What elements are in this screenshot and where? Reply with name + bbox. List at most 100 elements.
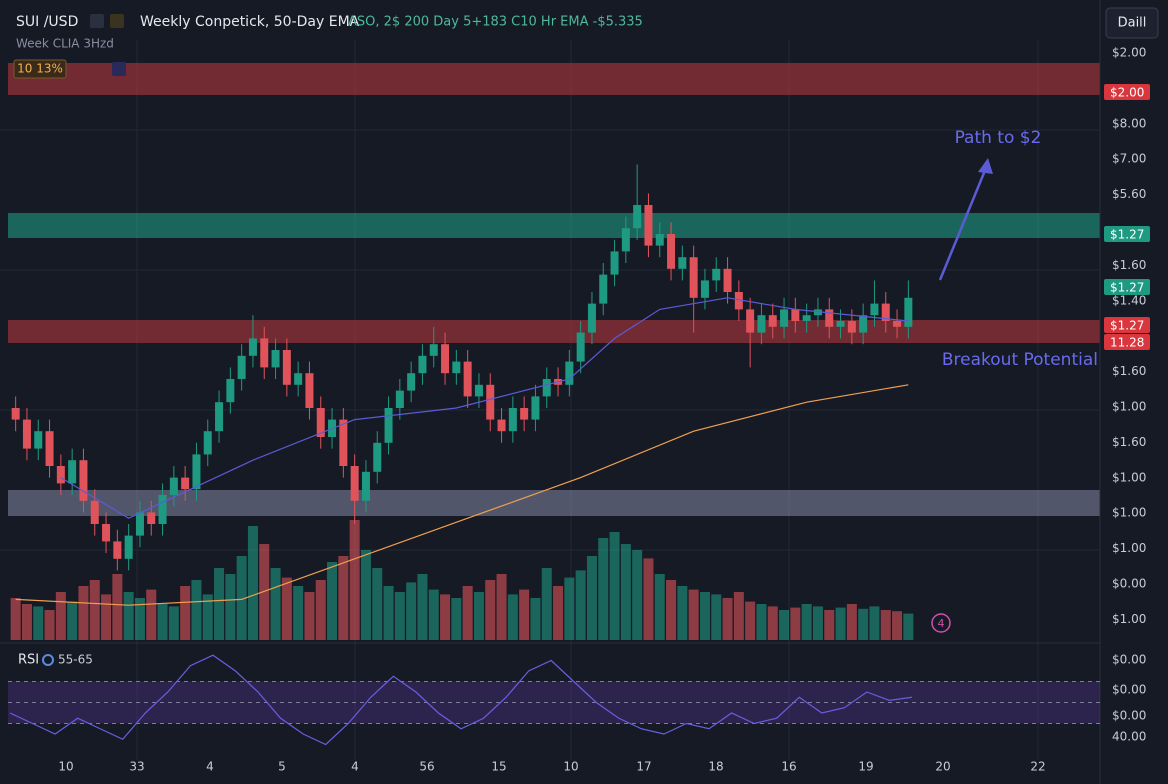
volume-bar bbox=[383, 586, 394, 640]
price-axis-label: $8.00 bbox=[1112, 116, 1146, 130]
interval-button[interactable] bbox=[1105, 7, 1159, 39]
candle-body bbox=[192, 454, 201, 490]
candle-body bbox=[734, 292, 743, 310]
x-axis-label: 56 bbox=[419, 760, 434, 774]
icon bbox=[90, 14, 104, 28]
volume-bar bbox=[428, 589, 439, 640]
candle-body bbox=[113, 541, 122, 559]
candle-body bbox=[56, 466, 65, 484]
x-axis-label: 22 bbox=[1030, 760, 1045, 774]
change-badge-box bbox=[13, 59, 67, 79]
volume-bar bbox=[134, 598, 145, 640]
volume-bar bbox=[440, 594, 451, 640]
volume-bar bbox=[146, 589, 157, 640]
volume-bar bbox=[846, 604, 857, 640]
rsi-range: 55-65 bbox=[58, 653, 93, 667]
volume-bar bbox=[123, 592, 134, 640]
volume-bar bbox=[394, 592, 405, 640]
target-zone bbox=[8, 213, 1100, 238]
volume-bar bbox=[327, 562, 338, 640]
volume-bar bbox=[157, 604, 168, 640]
price-tag: $1.27 bbox=[1110, 319, 1144, 333]
candle-body bbox=[599, 274, 608, 304]
volume-bar bbox=[519, 589, 530, 640]
volume-bar bbox=[688, 589, 699, 640]
arrow bbox=[938, 167, 988, 281]
candle-body bbox=[384, 408, 393, 443]
volume-bar bbox=[598, 538, 609, 640]
price-axis-label: $1.00 bbox=[1112, 612, 1146, 626]
candle-body bbox=[576, 332, 585, 362]
price-tag-box bbox=[1104, 334, 1150, 350]
volume-bar bbox=[451, 598, 462, 640]
candle-body bbox=[486, 384, 495, 420]
volume-bar bbox=[67, 601, 78, 640]
volume-bar bbox=[767, 606, 778, 640]
volume-bar bbox=[507, 594, 518, 640]
x-axis-label: 16 bbox=[781, 760, 796, 774]
price-tag-box bbox=[1104, 84, 1150, 100]
volume-bar bbox=[654, 574, 665, 640]
candle-body bbox=[316, 408, 325, 437]
candle-body bbox=[700, 280, 709, 298]
volume-bar bbox=[835, 607, 846, 640]
candle-body bbox=[859, 315, 868, 333]
candle-body bbox=[45, 431, 54, 466]
rsi-label: RSI bbox=[18, 653, 39, 668]
price-axis-label: $1.60 bbox=[1112, 258, 1146, 272]
candle-body bbox=[429, 344, 438, 356]
grid bbox=[0, 40, 1100, 760]
price-axis-label: $1.60 bbox=[1112, 435, 1146, 449]
candle-body bbox=[158, 495, 167, 524]
volume-bar bbox=[349, 520, 360, 640]
candle-body bbox=[260, 338, 269, 368]
price-axis-label: $1.60 bbox=[1112, 364, 1146, 378]
candle-body bbox=[305, 373, 314, 408]
ema-line bbox=[15, 384, 909, 606]
candle-body bbox=[237, 355, 246, 379]
candle-body bbox=[678, 257, 687, 269]
candle-body bbox=[68, 460, 77, 484]
candle-body bbox=[520, 408, 529, 420]
price-tag: 11.28 bbox=[1110, 336, 1144, 350]
resistance-zone bbox=[8, 63, 1100, 95]
price-axis-label: $1.00 bbox=[1112, 541, 1146, 555]
candle-body bbox=[780, 309, 789, 327]
price-tag: $2.00 bbox=[1110, 86, 1144, 100]
volume-bar bbox=[372, 568, 383, 640]
price-tag: $1.27 bbox=[1110, 228, 1144, 242]
volume-bar bbox=[824, 610, 835, 640]
candle-body bbox=[34, 431, 43, 449]
candle-body bbox=[531, 396, 540, 420]
icon bbox=[112, 62, 126, 76]
rsi-icon bbox=[42, 654, 54, 666]
candle-body bbox=[339, 419, 348, 466]
interval-label[interactable]: Daill bbox=[1118, 16, 1147, 31]
volume-bar bbox=[89, 580, 100, 640]
annotation: Path to $2 bbox=[955, 128, 1042, 148]
volume-bar bbox=[575, 570, 586, 640]
candle-body bbox=[11, 408, 20, 420]
volume-bar bbox=[745, 601, 756, 640]
volume-bar bbox=[168, 606, 179, 640]
x-axis-label: 10 bbox=[563, 760, 578, 774]
candle-body bbox=[248, 338, 257, 356]
volume-bar bbox=[473, 592, 484, 640]
volume-bar bbox=[338, 556, 349, 640]
candle-body bbox=[633, 205, 642, 229]
volume-bar bbox=[55, 592, 66, 640]
volume-bar bbox=[406, 582, 417, 640]
candle-body bbox=[847, 321, 856, 333]
volume-bar bbox=[801, 604, 812, 640]
candle-body bbox=[361, 471, 370, 501]
candle-body bbox=[836, 321, 845, 327]
volume-bar bbox=[790, 607, 801, 640]
candle-body bbox=[395, 390, 404, 408]
candle-body bbox=[757, 315, 766, 333]
candle-body bbox=[282, 350, 291, 385]
candle-body bbox=[350, 466, 359, 501]
volume-bar bbox=[756, 604, 767, 640]
price-axis-label: $1.00 bbox=[1112, 470, 1146, 484]
candle-body bbox=[621, 228, 630, 252]
volume-bar bbox=[620, 544, 631, 640]
